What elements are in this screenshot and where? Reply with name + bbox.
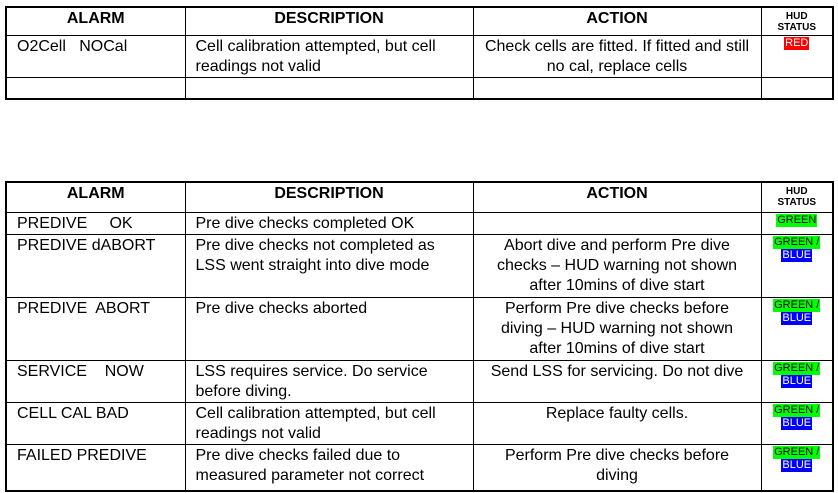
header-row: ALARM DESCRIPTION ACTION HUD STATUS bbox=[5, 181, 834, 213]
status-badge: BLUE bbox=[781, 311, 813, 325]
action-cell: Send LSS for servicing. Do not dive bbox=[472, 359, 762, 403]
header-description: DESCRIPTION bbox=[184, 6, 474, 36]
alarm-cell: PREDIVE OK bbox=[5, 211, 186, 235]
table-row: FAILED PREDIVE Pre dive checks failed due… bbox=[5, 443, 834, 492]
hud-label: HUD bbox=[785, 11, 808, 22]
header-alarm: ALARM bbox=[5, 181, 186, 213]
hud-label: HUD bbox=[785, 186, 808, 197]
table-row: PREDIVE ABORT Pre dive checks aborted Perf… bbox=[5, 296, 834, 361]
description-cell: Pre dive checks failed due to measured p… bbox=[184, 443, 474, 492]
action-cell: Check cells are fitted. If fitted and st… bbox=[472, 34, 762, 78]
alarm-cell: PREDIVE dABORT bbox=[5, 233, 186, 298]
status-badge: BLUE bbox=[781, 248, 813, 262]
header-row: ALARM DESCRIPTION ACTION HUD STATUS bbox=[5, 6, 834, 36]
header-description: DESCRIPTION bbox=[184, 181, 474, 213]
header-hud-status: HUD STATUS bbox=[760, 181, 834, 213]
status-badge: GREEN / bbox=[773, 298, 821, 312]
action-cell: Abort dive and perform Pre dive checks –… bbox=[472, 233, 762, 298]
table-row: PREDIVE dABORT Pre dive checks not comple… bbox=[5, 233, 834, 298]
action-cell bbox=[472, 211, 762, 235]
description-cell: Pre dive checks aborted bbox=[184, 296, 474, 361]
hud-status-cell: GREEN / BLUE bbox=[760, 443, 834, 492]
description-cell: Pre dive checks not completed as LSS wen… bbox=[184, 233, 474, 298]
description-cell: Pre dive checks completed OK bbox=[184, 211, 474, 235]
header-action: ACTION bbox=[472, 181, 762, 213]
action-cell: Perform Pre dive checks before diving bbox=[472, 443, 762, 492]
status-badge: BLUE bbox=[781, 458, 813, 472]
table-row: O2Cell NOCal Cell calibration attempted,… bbox=[5, 34, 834, 78]
action-cell: Perform Pre dive checks before diving – … bbox=[472, 296, 762, 361]
status-badge: GREEN bbox=[776, 213, 818, 227]
alarm-table-1: ALARM DESCRIPTION ACTION HUD STATUS O2Cel… bbox=[5, 6, 834, 100]
status-label: STATUS bbox=[777, 22, 816, 33]
hud-status-cell: GREEN / BLUE bbox=[760, 401, 834, 445]
alarm-table-2: ALARM DESCRIPTION ACTION HUD STATUS PREDI… bbox=[5, 181, 834, 492]
empty-cell bbox=[760, 76, 834, 100]
empty-cell bbox=[472, 76, 762, 100]
status-badge: BLUE bbox=[781, 416, 813, 430]
hud-status-cell: GREEN / BLUE bbox=[760, 359, 834, 403]
description-cell: Cell calibration attempted, but cell rea… bbox=[184, 34, 474, 78]
empty-cell bbox=[184, 76, 474, 100]
status-badge: GREEN / bbox=[773, 235, 821, 249]
table-row: PREDIVE OK Pre dive checks completed OK GR… bbox=[5, 211, 834, 235]
description-cell: LSS requires service. Do service before … bbox=[184, 359, 474, 403]
hud-status-cell: GREEN / BLUE bbox=[760, 233, 834, 298]
hud-status-cell: GREEN bbox=[760, 211, 834, 235]
header-hud-status: HUD STATUS bbox=[760, 6, 834, 36]
alarm-cell: FAILED PREDIVE bbox=[5, 443, 186, 492]
description-cell: Cell calibration attempted, but cell rea… bbox=[184, 401, 474, 445]
action-cell: Replace faulty cells. bbox=[472, 401, 762, 445]
status-badge: GREEN / bbox=[773, 403, 821, 417]
header-alarm: ALARM bbox=[5, 6, 186, 36]
status-badge: RED bbox=[784, 36, 810, 50]
status-label: STATUS bbox=[777, 197, 816, 208]
header-action: ACTION bbox=[472, 6, 762, 36]
empty-cell bbox=[5, 76, 186, 100]
alarm-cell: SERVICE NOW bbox=[5, 359, 186, 403]
table-row: CELL CAL BAD Cell calibration attempted, … bbox=[5, 401, 834, 445]
status-badge: GREEN / bbox=[773, 445, 821, 459]
empty-row bbox=[5, 76, 834, 100]
status-badge: GREEN / bbox=[773, 361, 821, 375]
alarm-cell: CELL CAL BAD bbox=[5, 401, 186, 445]
status-badge: BLUE bbox=[781, 374, 813, 388]
hud-status-cell: GREEN / BLUE bbox=[760, 296, 834, 361]
alarm-cell: O2Cell NOCal bbox=[5, 34, 186, 78]
alarm-cell: PREDIVE ABORT bbox=[5, 296, 186, 361]
table-row: SERVICE NOW LSS requires service. Do serv… bbox=[5, 359, 834, 403]
hud-status-cell: RED bbox=[760, 34, 834, 78]
